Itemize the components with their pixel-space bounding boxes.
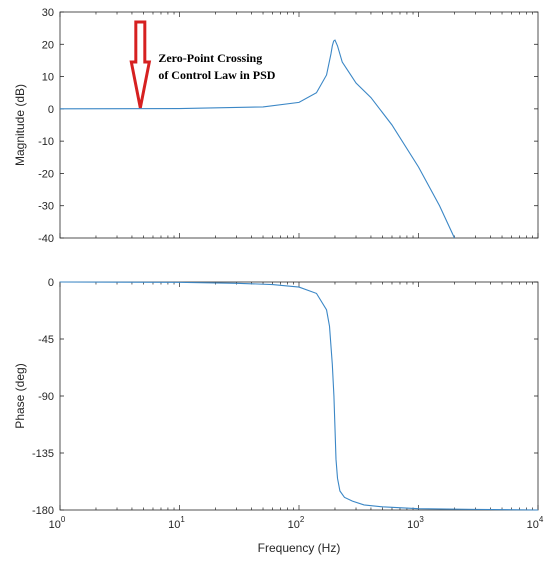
x-tick-label-exponent: 4 [539,515,544,524]
y-tick-label: 10 [42,72,54,84]
x-tick-label-base: 10 [527,519,539,531]
phase-x-axis-label: Frequency (Hz) [258,541,341,555]
x-tick-label-base: 10 [407,519,419,531]
annotation-text-line2: of Control Law in PSD [158,68,275,82]
magnitude-y-ticks: 30 20 10 0 -10 -20 -30 -40 [38,7,538,245]
annotation-text-line1: Zero-Point Crossing [158,51,262,65]
y-tick-label: 0 [48,277,54,289]
x-tick-label: 103 [407,515,424,531]
x-tick-label: 102 [288,515,305,531]
y-tick-label: -40 [38,233,54,245]
x-tick-label-base: 10 [288,519,300,531]
y-tick-label: 20 [42,39,54,51]
y-tick-label: -30 [38,201,54,213]
y-tick-label: -10 [38,136,54,148]
y-tick-label: -45 [38,334,54,346]
x-tick-label-base: 10 [49,519,61,531]
phase-x-ticks: 100 101 102 103 104 [49,282,544,531]
x-tick-label: 101 [168,515,185,531]
magnitude-plot-area [59,11,539,239]
y-tick-label: -135 [32,448,54,460]
magnitude-y-axis-label: Magnitude (dB) [13,84,27,166]
x-tick-label-base: 10 [168,519,180,531]
zero-crossing-annotation: Zero-Point Crossing of Control Law in PS… [129,20,276,109]
magnitude-panel: 30 20 10 0 -10 -20 -30 -40 Magnitude (dB) Zero-… [13,7,539,245]
phase-y-axis-label: Phase (deg) [13,363,27,428]
magnitude-series-line [59,39,455,239]
phase-plot-area [59,281,539,511]
x-tick-label: 104 [527,515,544,531]
x-tick-label-exponent: 2 [300,515,305,524]
phase-series-line [59,281,539,511]
y-tick-label: -20 [38,168,54,180]
x-tick-label-exponent: 1 [180,515,185,524]
zero-crossing-arrow [129,20,152,109]
x-tick-label: 100 [49,515,66,531]
y-tick-label: 30 [42,7,54,19]
phase-panel: 0-45-90-135-180 100 101 102 103 104 Phase (d… [13,277,544,555]
y-tick-label: -90 [38,391,54,403]
y-tick-label: 0 [48,104,54,116]
magnitude-x-ticks [59,12,539,238]
x-tick-label-exponent: 3 [419,515,424,524]
phase-y-ticks: 0 -45 -90 -135 -180 [32,277,538,517]
x-tick-label-exponent: 0 [61,515,66,524]
y-tick-label: -180 [32,505,54,517]
